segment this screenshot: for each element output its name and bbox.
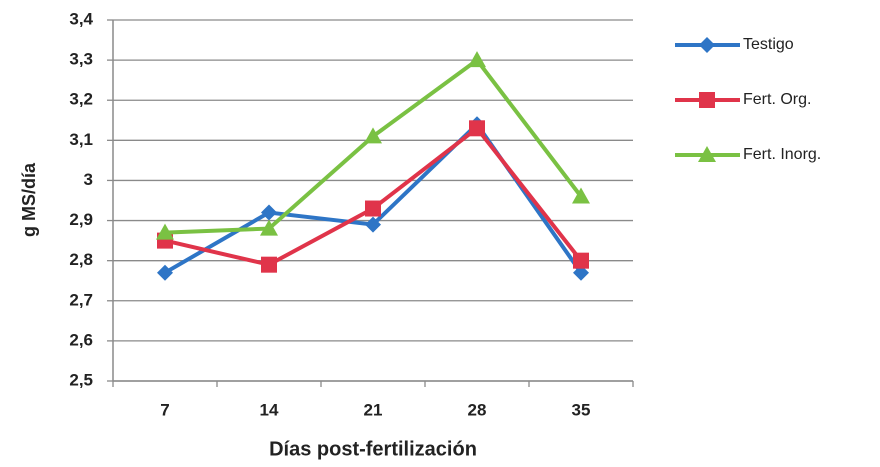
series-line xyxy=(164,125,583,267)
x-tick-label: 21 xyxy=(364,400,383,419)
x-tick-label: 35 xyxy=(572,400,591,419)
y-tick-label: 2,9 xyxy=(69,210,93,229)
y-tick-label: 2,8 xyxy=(69,250,93,269)
data-point xyxy=(260,219,278,236)
data-point xyxy=(364,127,382,144)
x-tick-label: 7 xyxy=(160,400,169,419)
y-tick-label: 2,7 xyxy=(69,290,93,309)
y-tick-label: 2,5 xyxy=(69,370,93,389)
y-axis-label: g MS/día xyxy=(19,162,39,237)
data-point xyxy=(469,120,485,137)
y-tick-label: 3,2 xyxy=(69,90,93,109)
data-point xyxy=(365,200,381,217)
data-point xyxy=(157,264,173,281)
x-tick-label: 14 xyxy=(260,400,279,419)
x-tick-label: 28 xyxy=(468,400,487,419)
x-axis-label: Días post-fertilización xyxy=(269,438,477,460)
legend-marker xyxy=(699,37,715,53)
y-tick-label: 2,6 xyxy=(69,330,93,349)
y-tick-label: 3,3 xyxy=(69,50,93,69)
series-line xyxy=(163,121,583,275)
y-tick-label: 3,4 xyxy=(69,9,93,28)
y-tick-label: 3,1 xyxy=(69,130,93,149)
legend-label: Testigo xyxy=(743,36,794,53)
legend-label: Fert. Inorg. xyxy=(743,146,821,163)
data-point xyxy=(261,204,277,221)
legend-label: Fert. Org. xyxy=(743,91,811,108)
data-point xyxy=(572,187,590,204)
y-tick-label: 3 xyxy=(84,170,93,189)
data-point xyxy=(365,216,381,233)
data-point xyxy=(156,223,174,240)
data-point xyxy=(573,252,589,269)
data-point xyxy=(468,51,486,68)
data-point xyxy=(261,256,277,273)
legend-marker xyxy=(698,146,716,162)
legend-marker xyxy=(699,92,715,108)
data-point xyxy=(573,264,589,281)
